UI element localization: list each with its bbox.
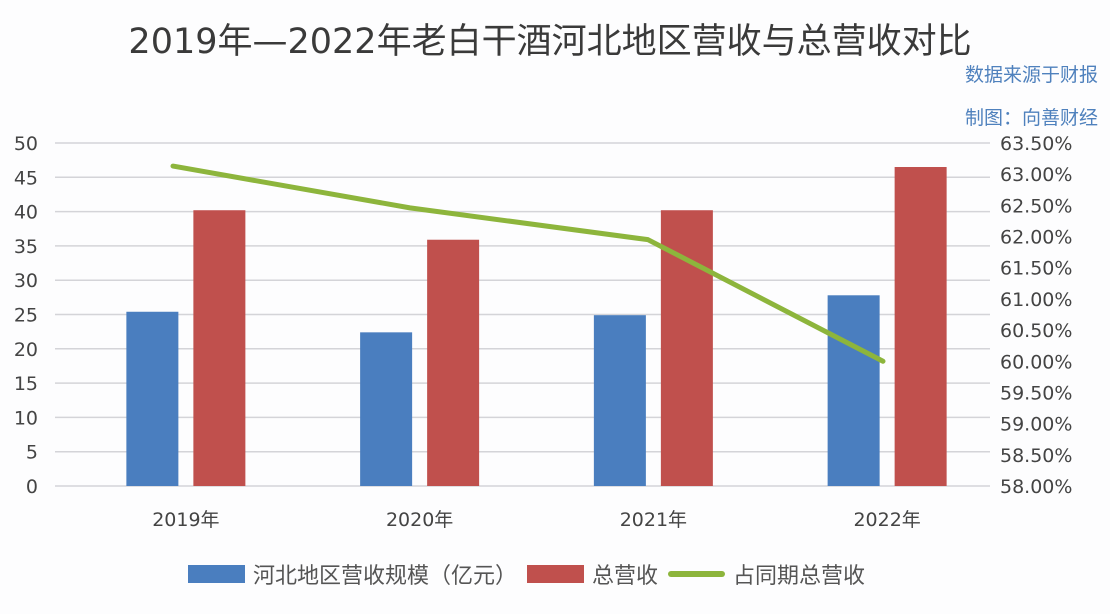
right-tick-label: 60.50%: [1000, 320, 1072, 342]
left-tick-label: 50: [14, 133, 38, 155]
legend-label-total: 总营收: [592, 564, 659, 589]
left-tick-label: 10: [14, 407, 38, 429]
right-tick-label: 63.50%: [1000, 133, 1072, 155]
right-tick-label: 59.00%: [1000, 414, 1072, 436]
legend-item-share[interactable]: 占同期总营收: [668, 558, 865, 590]
right-tick-label: 62.50%: [1000, 195, 1072, 217]
legend-swatch-share: [668, 571, 726, 577]
left-axis-ticks: 0 5 10 15 20 25 30 35 40 45 50: [14, 133, 38, 498]
right-tick-label: 60.00%: [1000, 351, 1072, 373]
right-tick-label: 58.50%: [1000, 445, 1072, 467]
right-axis-ticks: 58.00% 58.50% 59.00% 59.50% 60.00% 60.50% 61.0…: [1000, 133, 1072, 498]
bar-hebei[interactable]: [593, 315, 646, 486]
author-note: 制图：向善财经: [964, 107, 1098, 129]
legend-swatch-total: [527, 565, 585, 583]
x-axis-ticks: 2019年 2020年 2021年 2022年: [152, 509, 921, 531]
left-tick-label: 40: [14, 202, 38, 224]
bars: [126, 167, 947, 486]
right-tick-label: 61.00%: [1000, 289, 1072, 311]
share-line-path[interactable]: [170, 163, 886, 364]
right-tick-label: 62.00%: [1000, 227, 1072, 249]
chart-title: 2019年—2022年老白干酒河北地区营收与总营收对比: [128, 22, 972, 62]
bar-total[interactable]: [660, 210, 713, 486]
bar-total[interactable]: [427, 239, 480, 486]
right-tick-label: 58.00%: [1000, 476, 1072, 498]
legend-item-total[interactable]: 总营收: [527, 558, 658, 590]
left-tick-label: 5: [26, 442, 38, 464]
left-tick-label: 15: [14, 373, 38, 395]
left-tick-label: 35: [14, 236, 38, 258]
left-tick-label: 0: [26, 476, 38, 498]
x-tick-label: 2020年: [386, 509, 453, 531]
right-tick-label: 63.00%: [1000, 164, 1072, 186]
x-tick-label: 2021年: [620, 509, 687, 531]
bar-hebei[interactable]: [126, 311, 179, 486]
x-tick-label: 2022年: [853, 509, 920, 531]
share-line: [170, 163, 886, 364]
x-tick-label: 2019年: [152, 509, 219, 531]
legend-label-share: 占同期总营收: [733, 564, 866, 589]
left-tick-label: 25: [14, 305, 38, 327]
left-tick-label: 30: [14, 270, 38, 292]
right-tick-label: 61.50%: [1000, 258, 1072, 280]
source-note: 数据来源于财报: [964, 64, 1098, 86]
bar-total[interactable]: [193, 210, 246, 486]
bar-total[interactable]: [894, 167, 947, 486]
left-tick-label: 45: [14, 167, 38, 189]
legend-label-hebei: 河北地区营收规模（亿元）: [253, 564, 518, 589]
right-tick-label: 59.50%: [1000, 382, 1072, 404]
left-tick-label: 20: [14, 339, 38, 361]
legend-swatch-hebei: [188, 565, 245, 583]
legend: 河北地区营收规模（亿元） 总营收 占同期总营收: [188, 558, 875, 590]
bar-hebei[interactable]: [827, 295, 880, 486]
legend-item-hebei[interactable]: 河北地区营收规模（亿元）: [188, 558, 517, 590]
bar-hebei[interactable]: [360, 332, 413, 486]
